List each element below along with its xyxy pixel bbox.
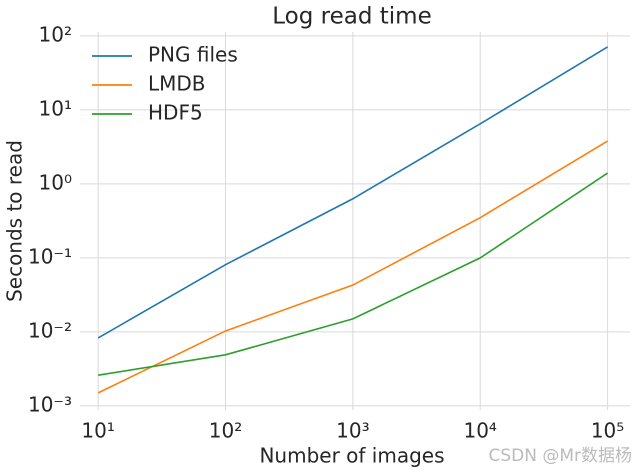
line: [98, 172, 609, 376]
chart-title: Log read time: [272, 4, 431, 30]
y-tick-label: 10⁰: [39, 170, 72, 194]
y-axis-label: Seconds to read: [3, 140, 27, 302]
watermark: CSDN @Mr数据杨: [488, 446, 632, 466]
y-tick-label: 10¹: [39, 96, 72, 120]
y-tick-label: 10⁻²: [28, 318, 72, 342]
legend-label: HDF5: [148, 101, 203, 125]
line: [97, 140, 608, 394]
legend-label: LMDB: [148, 72, 206, 96]
x-axis-label: Number of images: [259, 444, 444, 468]
y-tick-label: 10²: [39, 22, 72, 46]
x-tick-label: 10³: [336, 419, 369, 443]
legend-label: PNG files: [148, 43, 238, 67]
line: [97, 46, 608, 339]
x-tick-label: 10⁴: [463, 419, 496, 443]
x-tick-label: 10¹: [81, 419, 114, 443]
x-tick-label: 10⁵: [591, 419, 624, 443]
x-tick-label: 10²: [209, 419, 242, 443]
y-tick-label: 10⁻¹: [28, 244, 72, 268]
y-tick-label: 10⁻³: [28, 392, 72, 416]
